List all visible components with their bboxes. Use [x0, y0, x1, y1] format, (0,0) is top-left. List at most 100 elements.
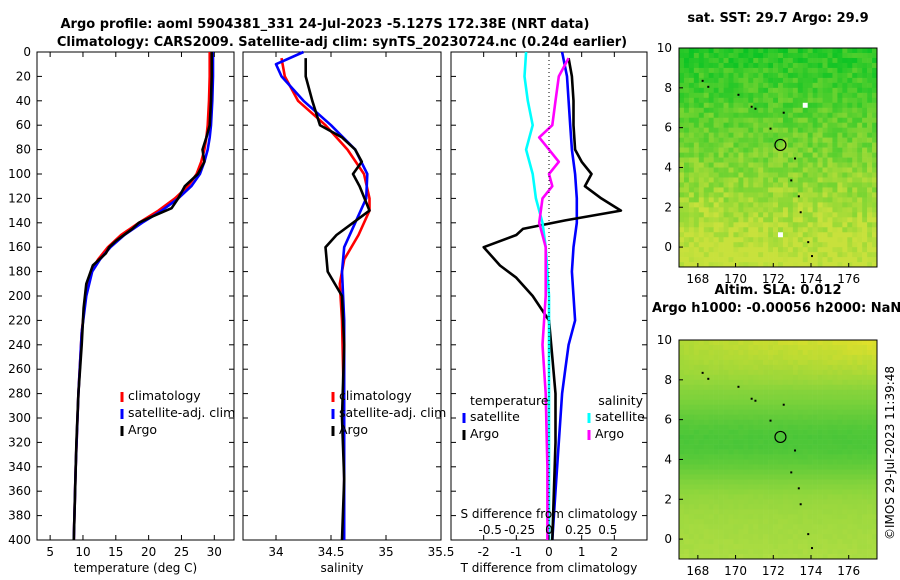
sst_map-cell [728, 102, 734, 109]
sla_map-cell [837, 354, 843, 361]
sla_map-cell [802, 529, 808, 535]
sla_map-cell [758, 464, 764, 470]
sla_map-cell [703, 499, 709, 505]
sst_map-cell [792, 192, 799, 198]
sst_map-cell [872, 257, 878, 263]
sla_map-cell [703, 349, 709, 356]
sst_map-cell [802, 122, 808, 128]
sla_map-cell [802, 469, 808, 475]
sst_map-cell [773, 222, 779, 228]
sla_map-cell [787, 374, 794, 381]
sst_map-cell [693, 152, 700, 158]
sla_map-cell [738, 434, 744, 440]
sst_map-cell [822, 242, 828, 248]
sla_map-cell [748, 484, 754, 490]
sst_map-cell [812, 72, 818, 79]
sst_map-cell [817, 97, 823, 104]
sla_map-cell [713, 394, 719, 401]
sla_map-cell [832, 489, 838, 495]
sst_map-cell [763, 152, 769, 158]
sla_map-cell [703, 529, 709, 535]
sst_map-cell [822, 87, 828, 94]
sla_map-cell [817, 399, 823, 406]
sst_map-cell [768, 152, 774, 158]
sla_map-cell [792, 494, 799, 500]
sla_map-cell [679, 340, 685, 346]
sst_map-cell [857, 137, 863, 143]
sst_map-cell [693, 217, 700, 223]
sst_map-cell [872, 87, 878, 94]
sst_map-cell [867, 247, 873, 253]
sst_map-cell [857, 257, 863, 263]
sla_map-cell [832, 459, 838, 465]
sst_map-cell [782, 97, 789, 104]
sla_map-cell [792, 509, 799, 515]
sla_map-cell [768, 379, 774, 386]
sst_map-cell [867, 222, 873, 228]
sst_map-cell [837, 92, 843, 99]
sla_map-cell [817, 509, 823, 515]
sst_map-cell [733, 212, 739, 218]
sst_map-cell [718, 152, 724, 158]
sla_map-cell [743, 539, 749, 545]
sla_map-cell [832, 544, 838, 550]
sst_map-cell [822, 172, 828, 178]
sst_map-cell [753, 237, 759, 243]
sst_map-cell [778, 202, 784, 208]
sla_map-cell [857, 414, 863, 420]
sla_map-cell [827, 519, 833, 525]
sla_map-cell [872, 429, 878, 435]
sst_map-cell [763, 237, 769, 243]
sst_map-cell [872, 122, 878, 128]
sst_map-cell [763, 127, 769, 133]
sla_map-cell [703, 539, 709, 545]
sla_map-cell [807, 489, 813, 495]
sla_map-cell [693, 554, 700, 560]
sla_map-cell [817, 409, 823, 415]
sla_map-cell [683, 364, 690, 371]
sst_map-cell [679, 137, 685, 143]
sla_map-cell [827, 554, 833, 560]
sst_map-cell [872, 217, 878, 223]
sst_map-cell [867, 87, 873, 94]
sst_map-cell [778, 67, 784, 74]
sla_map-cell [733, 384, 739, 391]
sst_map-cell [698, 142, 705, 148]
sla_map-cell [688, 499, 695, 505]
sla_map-cell [773, 529, 779, 535]
sla_map-cell [698, 454, 705, 460]
sst_map-cell [688, 257, 695, 263]
sla_map-cell [872, 479, 878, 485]
sla_map-cell [718, 494, 724, 500]
sst_map-cell [797, 97, 804, 104]
sla_map-cell [723, 489, 729, 495]
sla_map-cell [778, 514, 784, 520]
sst_map-cell [728, 137, 734, 143]
sla_map-cell [867, 479, 873, 485]
sla_map-cell [733, 489, 739, 495]
sla_map-cell [782, 544, 789, 550]
sst_map-cell [679, 262, 685, 268]
sla_map-cell [872, 379, 878, 386]
sst_map-cell [867, 82, 873, 89]
sla_map-cell [822, 399, 828, 406]
sst_map-cell [857, 127, 863, 133]
sla_map-cell [778, 534, 784, 540]
sla_map-cell [857, 379, 863, 386]
sst_map-cell [797, 212, 804, 218]
sla_map-cell [723, 384, 729, 391]
sla_map-cell [782, 509, 789, 515]
sla_map-cell [817, 344, 823, 351]
sla_map-cell [847, 484, 853, 490]
sst_map-cell [837, 122, 843, 128]
sla_map-cell [718, 509, 724, 515]
sst_map-cell [862, 67, 868, 74]
sla_map-cell [703, 399, 709, 406]
sst_map-cell [708, 242, 714, 248]
sst_map-cell [723, 52, 729, 59]
sla_map-cell [683, 549, 690, 555]
sla_map-cell [758, 509, 764, 515]
sla_map-cell [822, 364, 828, 371]
sla_map-cell [862, 349, 868, 356]
